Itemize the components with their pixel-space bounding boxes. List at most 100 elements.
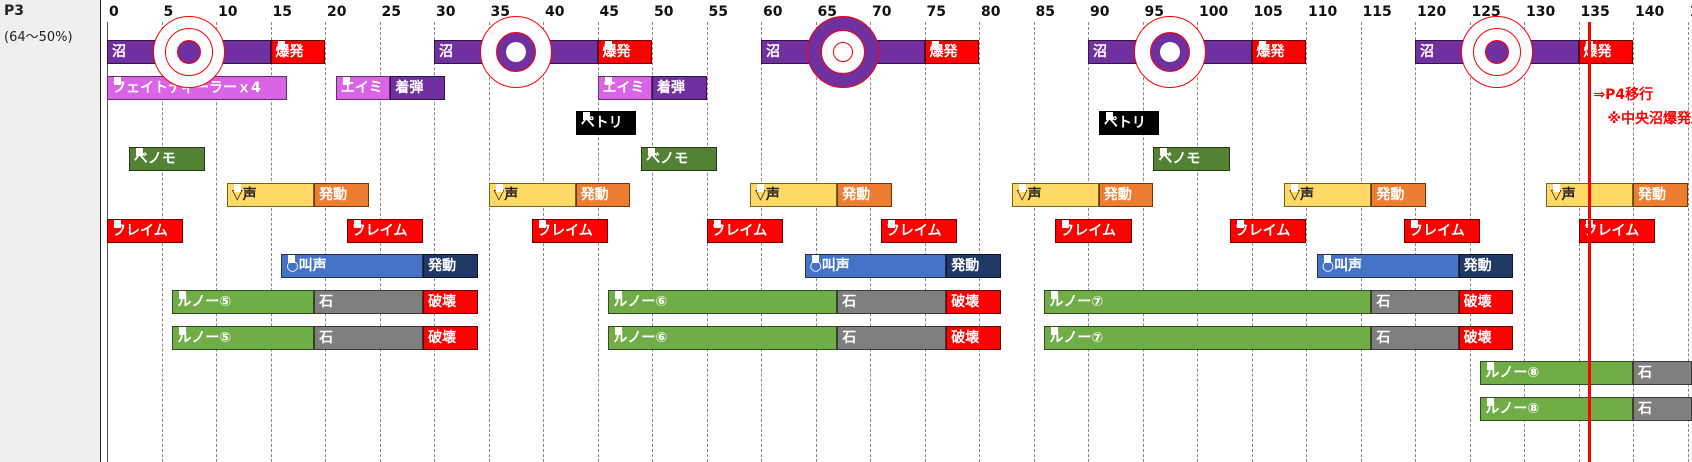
grid-line (1306, 22, 1307, 462)
mechanic-bar: 破壊 (946, 325, 1001, 350)
bar-notch (135, 148, 143, 157)
bar-notch (288, 255, 296, 264)
bar-label: 沼 (1093, 44, 1107, 60)
mechanic-bar: 爆発 (924, 40, 979, 64)
bar-notch (1487, 362, 1495, 371)
axis-tick: 40 (545, 4, 565, 20)
phase-title: P3 (4, 3, 25, 19)
bar-label: 破壊 (951, 293, 980, 310)
bar-label: 石 (319, 329, 334, 346)
axis-tick: 55 (708, 4, 728, 20)
bar-label: ルノー⑧ (1485, 365, 1540, 382)
bar-label: フレイム (885, 222, 942, 239)
bar-notch (615, 326, 623, 335)
mechanic-bar: 石 (314, 325, 424, 350)
axis-tick: 60 (763, 4, 783, 20)
bar-label: ベノモ (1158, 151, 1201, 168)
grid-line (1197, 22, 1198, 462)
grid-line (1033, 22, 1035, 462)
bar-label: 破壊 (428, 329, 457, 346)
mechanic-bar: ▽声 (1284, 182, 1372, 207)
p4-transition-subnote: ※中央沼爆発直後 (1607, 111, 1692, 127)
swamp-target-circle (479, 15, 552, 88)
mechanic-bar: ○叫声 (804, 254, 947, 279)
mechanic-bar: 爆発 (1251, 40, 1306, 64)
mechanic-bar: ルノー⑥ (608, 289, 838, 314)
bar-label: エイミ (340, 79, 383, 96)
mechanic-bar: 爆発 (270, 40, 325, 64)
swamp-target-circle (1484, 39, 1509, 64)
bar-label: 着弾 (657, 79, 685, 96)
mechanic-bar: 爆発 (597, 40, 652, 64)
bar-label: 発動 (1463, 258, 1492, 275)
mechanic-bar: ▽声 (750, 182, 838, 207)
axis-tick: 70 (872, 4, 892, 20)
bar-notch (114, 76, 121, 85)
bar-notch (713, 219, 721, 228)
bar-notch (582, 112, 590, 121)
bar-label: 発動 (842, 186, 871, 203)
bar-label: 発動 (428, 258, 457, 275)
bar-label: ルノー⑥ (613, 293, 668, 310)
bar-notch (1051, 326, 1059, 335)
bar-notch (495, 183, 503, 192)
bar-notch (648, 148, 656, 157)
bar-label: ルノー⑥ (613, 329, 668, 346)
bar-label: フレイム (112, 222, 168, 239)
axis-tick: 110 (1308, 4, 1338, 20)
bar-label: ベノモ (646, 151, 689, 168)
p4-transition-line (1588, 22, 1592, 462)
bar-label: ルノー⑦ (1049, 329, 1104, 346)
mechanic-bar: ルノー⑧ (1480, 397, 1633, 421)
bar-label: ルノー⑤ (177, 293, 232, 310)
axis-tick: 0 (109, 4, 119, 20)
mechanic-bar: ルノー⑥ (608, 325, 838, 350)
mechanic-bar: 着弾 (390, 75, 445, 100)
bar-label: フレイム (1409, 222, 1465, 239)
bar-label: ▽声 (755, 186, 780, 203)
axis-tick: 50 (654, 4, 674, 20)
mechanic-bar: 石 (837, 325, 947, 350)
grid-line (1687, 22, 1689, 462)
mechanic-bar: 発動 (575, 182, 631, 207)
mechanic-bar: ▽声 (488, 182, 576, 207)
bar-notch (277, 41, 285, 49)
bar-label: 沼 (439, 44, 453, 60)
axis-tick: 135 (1580, 4, 1610, 20)
mechanic-bar: ○叫声 (281, 254, 424, 279)
grid-line (1524, 22, 1525, 462)
p4-transition-note: ⇒P4移行 (1593, 87, 1654, 103)
bar-notch (1291, 183, 1299, 192)
mechanic-bar: フレイム (532, 218, 609, 243)
bar-notch (1062, 219, 1070, 228)
mechanic-bar: 破壊 (1458, 289, 1514, 314)
axis-tick: 5 (163, 4, 174, 20)
mechanic-bar: 発動 (1098, 182, 1154, 207)
bar-label: ペトリ (1103, 115, 1146, 132)
mechanic-bar: 発動 (314, 182, 369, 207)
mechanic-bar: フレイム (1404, 218, 1481, 243)
mechanic-bar: 石 (1633, 361, 1692, 386)
bar-label: 石 (1376, 293, 1391, 310)
axis-tick: 130 (1526, 4, 1556, 20)
bar-label: フレイム (1234, 222, 1291, 239)
mechanic-bar: 発動 (1633, 182, 1688, 207)
axis-tick: 10 (218, 4, 238, 20)
bar-notch (539, 219, 547, 228)
bar-label: 石 (319, 293, 334, 310)
mechanic-bar: ペトリ (575, 111, 636, 136)
bar-label: 沼 (112, 44, 126, 60)
mechanic-bar: ▽声 (1011, 182, 1099, 207)
bar-notch (887, 219, 895, 228)
bar-label: 発動 (951, 258, 980, 275)
mechanic-bar: フレイム (1055, 218, 1132, 243)
bar-label: ▽声 (1016, 186, 1042, 203)
mechanic-bar: 発動 (837, 182, 892, 207)
axis-tick: 20 (327, 4, 347, 20)
bar-label: ▽声 (1289, 186, 1314, 203)
bar-notch (1258, 41, 1266, 49)
bar-label: ▽声 (493, 186, 519, 203)
bar-notch (342, 76, 350, 85)
mechanic-bar: 破壊 (423, 325, 478, 350)
